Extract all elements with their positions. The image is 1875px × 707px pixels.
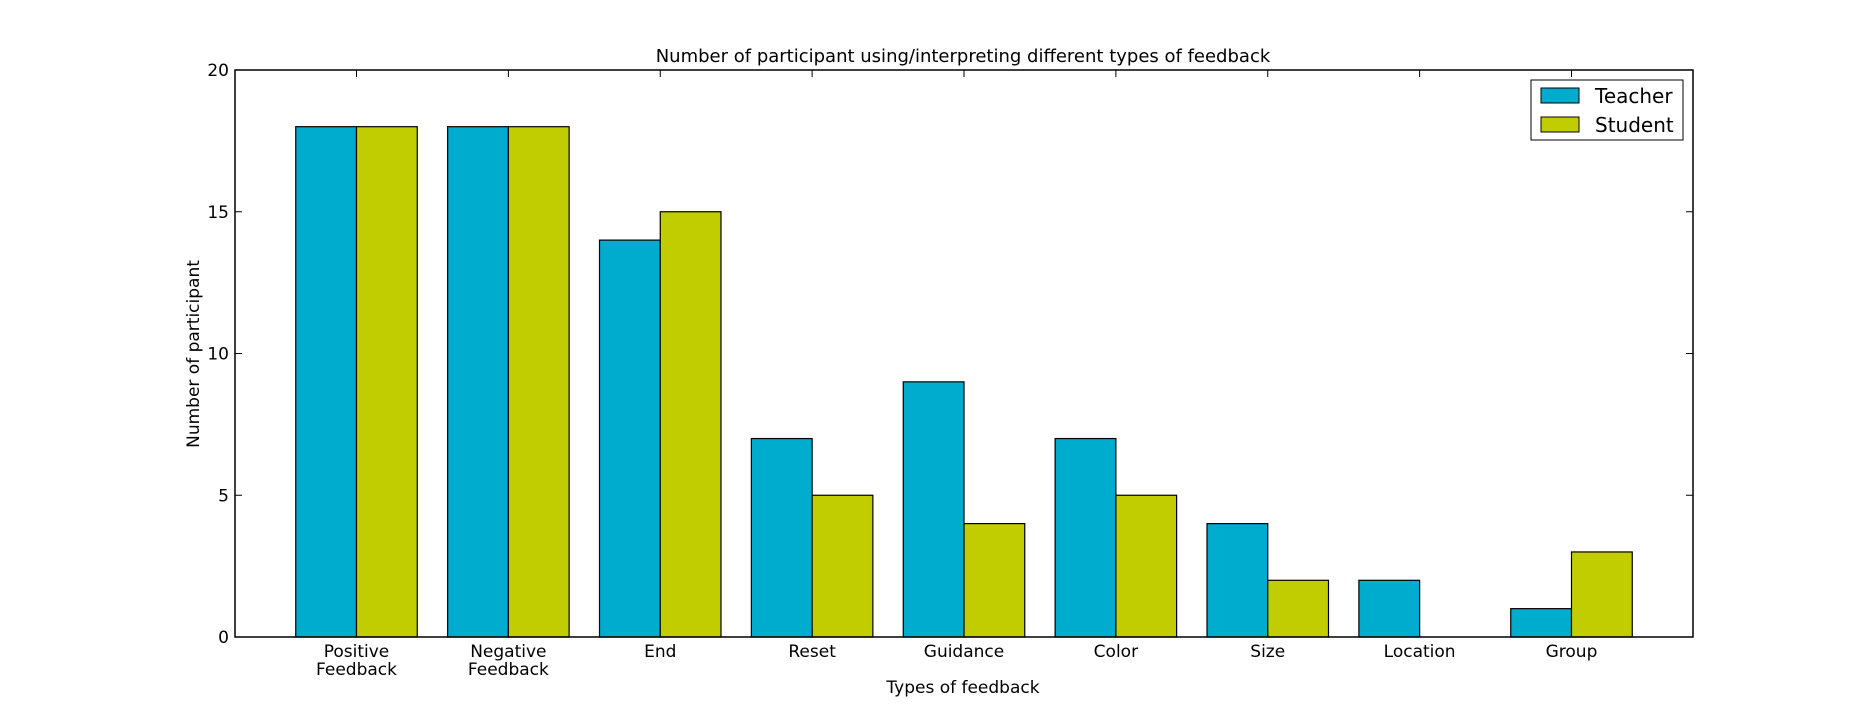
bar-teacher-negative-feedback bbox=[447, 126, 509, 638]
x-tick-label: Group bbox=[1546, 642, 1598, 662]
bars-layer bbox=[295, 126, 1633, 638]
x-tick-label: Color bbox=[1094, 642, 1138, 662]
bar-teacher-end bbox=[598, 239, 661, 638]
bar-student-guidance bbox=[963, 522, 1026, 638]
bar-teacher-reset bbox=[750, 437, 813, 638]
legend-label-teacher: Teacher bbox=[1594, 84, 1673, 108]
bar-student-reset bbox=[811, 494, 874, 638]
bar-student-end bbox=[659, 211, 722, 638]
bar-teacher-color bbox=[1054, 437, 1117, 638]
ticks-layer bbox=[235, 69, 1693, 638]
chart-title: Number of participant using/interpreting… bbox=[656, 46, 1271, 67]
bar-student-negative-feedback bbox=[507, 126, 570, 638]
legend-label-student: Student bbox=[1595, 113, 1674, 137]
bar-teacher-location bbox=[1358, 579, 1421, 638]
bar-student-positive-feedback bbox=[355, 126, 418, 638]
x-tick-label: Guidance bbox=[924, 642, 1004, 662]
x-tick-label: Size bbox=[1250, 642, 1285, 662]
y-tick-label: 20 bbox=[207, 61, 229, 81]
bar-teacher-size bbox=[1206, 522, 1269, 638]
bar-student-size bbox=[1267, 579, 1330, 638]
x-tick-label: Positive Feedback bbox=[316, 642, 397, 680]
legend-swatch-teacher bbox=[1540, 87, 1580, 104]
x-tick-label: End bbox=[644, 642, 676, 662]
bar-teacher-positive-feedback bbox=[295, 126, 358, 638]
x-tick-label: Negative Feedback bbox=[468, 642, 549, 680]
legend-swatch-student bbox=[1540, 116, 1580, 133]
y-axis-label: Number of participant bbox=[184, 260, 204, 448]
legend: Teacher Student bbox=[1530, 79, 1684, 141]
bar-teacher-guidance bbox=[902, 381, 965, 638]
bar-teacher-group bbox=[1510, 608, 1573, 638]
x-tick-label: Reset bbox=[788, 642, 836, 662]
bar-student-color bbox=[1115, 494, 1178, 638]
x-tick-label: Location bbox=[1384, 642, 1456, 662]
bar-student-group bbox=[1570, 551, 1633, 638]
y-tick-label: 10 bbox=[207, 345, 229, 365]
x-axis-label: Types of feedback bbox=[885, 678, 1039, 698]
y-tick-labels: 0 5 10 15 20 bbox=[207, 61, 229, 648]
x-tick-labels: Positive Feedback Negative Feedback End Reset… bbox=[316, 642, 1597, 680]
y-tick-label: 15 bbox=[207, 203, 229, 223]
y-tick-label: 0 bbox=[218, 628, 229, 648]
y-tick-label: 5 bbox=[218, 486, 229, 506]
